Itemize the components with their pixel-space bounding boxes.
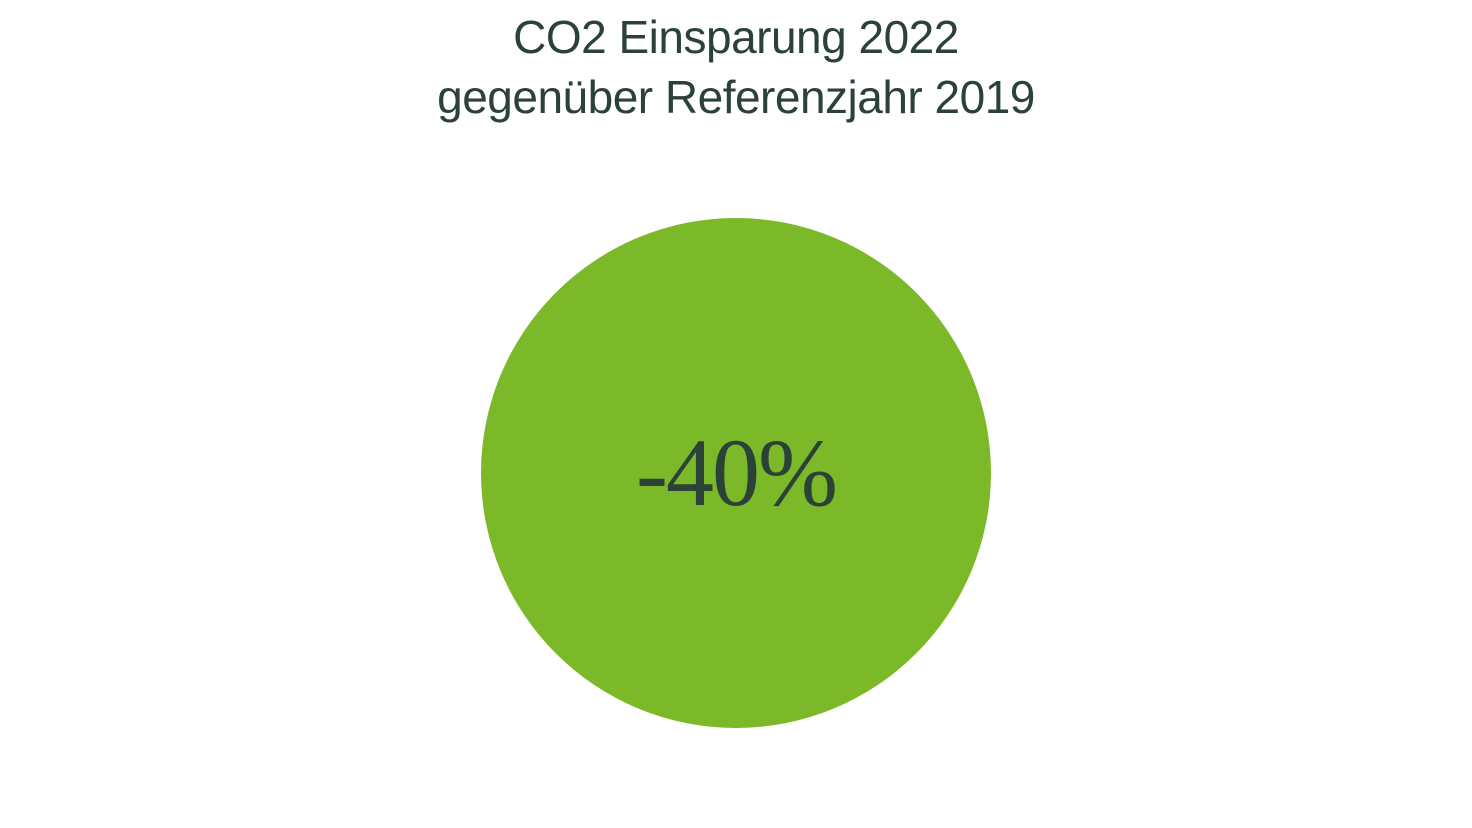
title-line-1: CO2 Einsparung 2022 [437, 8, 1035, 68]
circle-container: -40% [481, 128, 991, 728]
value-circle: -40% [481, 218, 991, 728]
percentage-value: -40% [636, 417, 836, 528]
chart-title: CO2 Einsparung 2022 gegenüber Referenzja… [437, 8, 1035, 128]
title-line-2: gegenüber Referenzjahr 2019 [437, 68, 1035, 128]
